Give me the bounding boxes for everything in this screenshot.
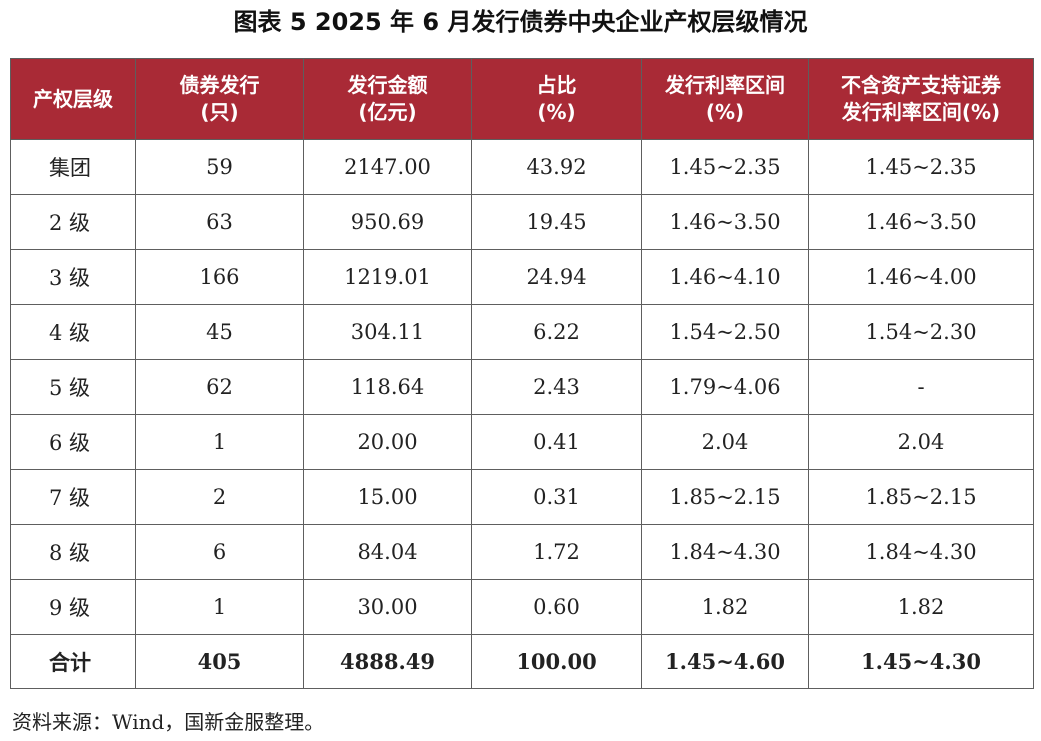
header-ownership-level: 产权层级 bbox=[10, 58, 136, 140]
cell-bond-count: 63 bbox=[135, 194, 304, 250]
cell-rate-range: 1.54~2.50 bbox=[641, 304, 809, 360]
cell-share: 19.45 bbox=[471, 194, 642, 250]
table-row: 集团 59 2147.00 43.92 1.45~2.35 1.45~2.35 bbox=[10, 139, 1034, 195]
cell-rate-range-excl-abs: 1.45~2.35 bbox=[808, 139, 1034, 195]
table-row: 4 级 45 304.11 6.22 1.54~2.50 1.54~2.30 bbox=[10, 304, 1034, 360]
cell-issue-amount: 950.69 bbox=[303, 194, 472, 250]
cell-rate-range-excl-abs: 1.54~2.30 bbox=[808, 304, 1034, 360]
cell-rate-range-excl-abs: 1.45~4.30 bbox=[808, 634, 1034, 689]
table-row: 8 级 6 84.04 1.72 1.84~4.30 1.84~4.30 bbox=[10, 524, 1034, 580]
header-share: 占比 (%) bbox=[471, 58, 642, 140]
cell-share: 43.92 bbox=[471, 139, 642, 195]
cell-issue-amount: 84.04 bbox=[303, 524, 472, 580]
cell-issue-amount: 118.64 bbox=[303, 359, 472, 415]
cell-issue-amount: 1219.01 bbox=[303, 249, 472, 305]
cell-level: 集团 bbox=[10, 139, 136, 195]
cell-level: 2 级 bbox=[10, 194, 136, 250]
cell-rate-range-excl-abs: 1.82 bbox=[808, 579, 1034, 635]
table-row: 7 级 2 15.00 0.31 1.85~2.15 1.85~2.15 bbox=[10, 469, 1034, 525]
cell-issue-amount: 2147.00 bbox=[303, 139, 472, 195]
cell-bond-count: 59 bbox=[135, 139, 304, 195]
cell-bond-count: 1 bbox=[135, 579, 304, 635]
cell-rate-range: 1.45~2.35 bbox=[641, 139, 809, 195]
cell-rate-range-excl-abs: 1.46~3.50 bbox=[808, 194, 1034, 250]
cell-rate-range-excl-abs: 1.84~4.30 bbox=[808, 524, 1034, 580]
cell-level: 3 级 bbox=[10, 249, 136, 305]
header-rate-range-excl-abs: 不含资产支持证券 发行利率区间(%) bbox=[808, 58, 1034, 140]
cell-issue-amount: 4888.49 bbox=[303, 634, 472, 689]
cell-bond-count: 1 bbox=[135, 414, 304, 470]
cell-rate-range-excl-abs: - bbox=[808, 359, 1034, 415]
cell-share: 1.72 bbox=[471, 524, 642, 580]
cell-share: 0.31 bbox=[471, 469, 642, 525]
cell-share: 6.22 bbox=[471, 304, 642, 360]
table-row: 9 级 1 30.00 0.60 1.82 1.82 bbox=[10, 579, 1034, 635]
cell-issue-amount: 304.11 bbox=[303, 304, 472, 360]
cell-rate-range-excl-abs: 1.46~4.00 bbox=[808, 249, 1034, 305]
cell-issue-amount: 15.00 bbox=[303, 469, 472, 525]
table-row: 6 级 1 20.00 0.41 2.04 2.04 bbox=[10, 414, 1034, 470]
figure-title: 图表 5 2025 年 6 月发行债券中央企业产权层级情况 bbox=[233, 8, 808, 36]
header-rate-range: 发行利率区间 (%) bbox=[641, 58, 809, 140]
table-header-row: 产权层级 债券发行 (只) 发行金额 (亿元) 占比 (%) 发行利率区间 (%) 不含… bbox=[10, 58, 1034, 140]
cell-share: 0.60 bbox=[471, 579, 642, 635]
cell-bond-count: 405 bbox=[135, 634, 304, 689]
table-total-row: 合计 405 4888.49 100.00 1.45~4.60 1.45~4.30 bbox=[10, 634, 1034, 689]
cell-rate-range: 1.46~4.10 bbox=[641, 249, 809, 305]
cell-rate-range: 1.82 bbox=[641, 579, 809, 635]
cell-issue-amount: 30.00 bbox=[303, 579, 472, 635]
cell-share: 0.41 bbox=[471, 414, 642, 470]
cell-rate-range-excl-abs: 2.04 bbox=[808, 414, 1034, 470]
cell-share: 100.00 bbox=[471, 634, 642, 689]
cell-level: 9 级 bbox=[10, 579, 136, 635]
cell-rate-range: 1.79~4.06 bbox=[641, 359, 809, 415]
cell-rate-range: 1.46~3.50 bbox=[641, 194, 809, 250]
table-row: 2 级 63 950.69 19.45 1.46~3.50 1.46~3.50 bbox=[10, 194, 1034, 250]
cell-bond-count: 6 bbox=[135, 524, 304, 580]
cell-level: 4 级 bbox=[10, 304, 136, 360]
table-row: 5 级 62 118.64 2.43 1.79~4.06- bbox=[10, 359, 1034, 415]
cell-bond-count: 166 bbox=[135, 249, 304, 305]
cell-share: 2.43 bbox=[471, 359, 642, 415]
cell-bond-count: 45 bbox=[135, 304, 304, 360]
cell-rate-range-excl-abs: 1.85~2.15 bbox=[808, 469, 1034, 525]
cell-level: 合计 bbox=[10, 634, 136, 689]
cell-share: 24.94 bbox=[471, 249, 642, 305]
header-bond-count: 债券发行 (只) bbox=[135, 58, 304, 140]
header-issue-amount: 发行金额 (亿元) bbox=[303, 58, 472, 140]
cell-bond-count: 62 bbox=[135, 359, 304, 415]
table-row: 3 级 166 1219.01 24.94 1.46~4.10 1.46~4.00 bbox=[10, 249, 1034, 305]
source-note: 资料来源：Wind，国新金服整理。 bbox=[12, 710, 325, 734]
bond-issuance-table: 产权层级 债券发行 (只) 发行金额 (亿元) 占比 (%) 发行利率区间 (%) 不含… bbox=[10, 58, 1034, 689]
cell-rate-range: 1.85~2.15 bbox=[641, 469, 809, 525]
cell-rate-range: 1.45~4.60 bbox=[641, 634, 809, 689]
cell-issue-amount: 20.00 bbox=[303, 414, 472, 470]
cell-level: 8 级 bbox=[10, 524, 136, 580]
cell-rate-range: 1.84~4.30 bbox=[641, 524, 809, 580]
cell-level: 6 级 bbox=[10, 414, 136, 470]
cell-level: 5 级 bbox=[10, 359, 136, 415]
cell-level: 7 级 bbox=[10, 469, 136, 525]
cell-bond-count: 2 bbox=[135, 469, 304, 525]
cell-rate-range: 2.04 bbox=[641, 414, 809, 470]
